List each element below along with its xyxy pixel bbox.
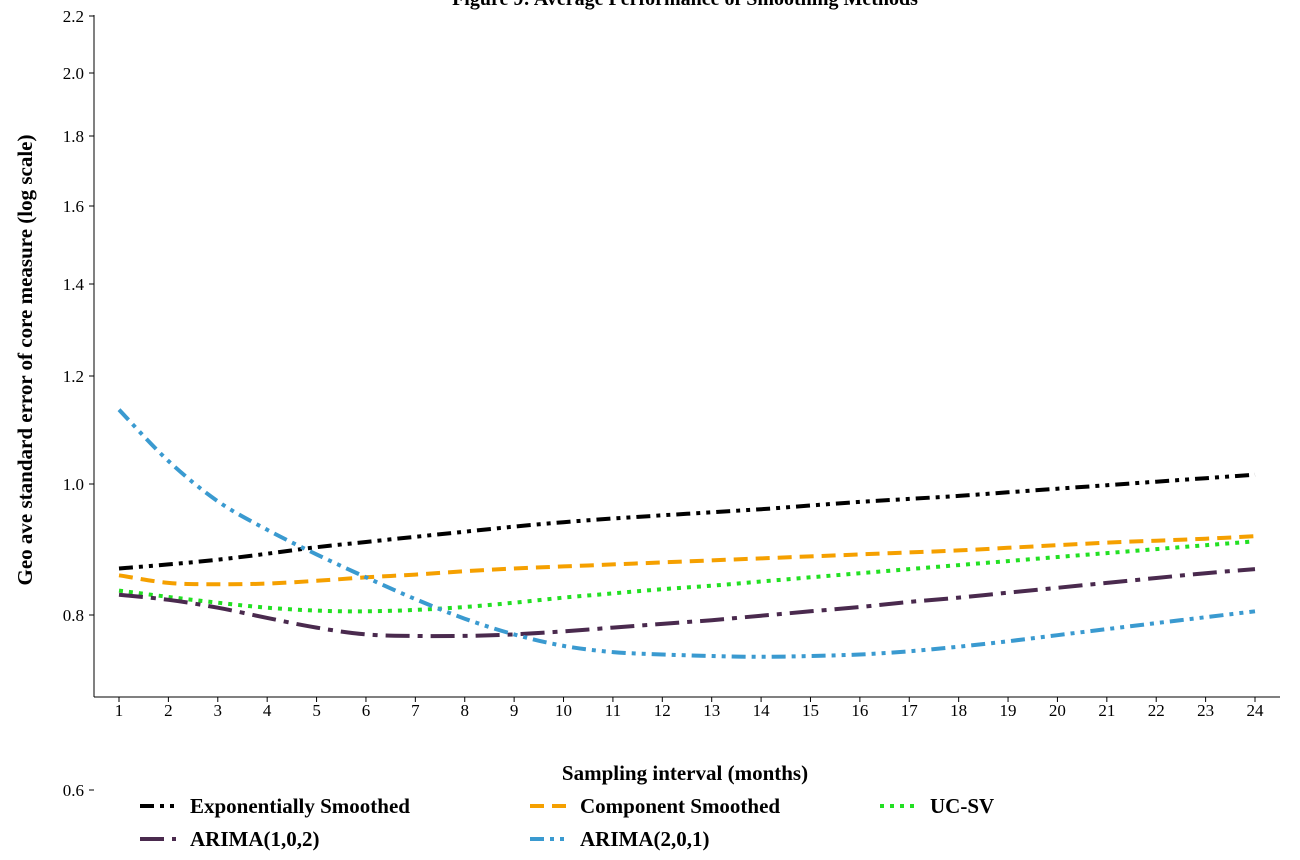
x-tick-label: 22	[1148, 701, 1165, 720]
x-tick-label: 11	[605, 701, 621, 720]
legend-label: ARIMA(1,0,2)	[190, 827, 319, 851]
x-tick-label: 21	[1098, 701, 1115, 720]
x-tick-label: 19	[1000, 701, 1017, 720]
series-line-2	[119, 536, 1255, 584]
legend: Exponentially Smoothed Component Smoothed…	[140, 794, 994, 851]
x-tick-label: 14	[753, 701, 771, 720]
x-tick-label: 24	[1247, 701, 1265, 720]
y-tick-label: 2.0	[63, 64, 84, 83]
x-tick-label: 16	[851, 701, 868, 720]
x-tick-label: 13	[703, 701, 720, 720]
y-tick-label: 1.2	[63, 367, 84, 386]
x-tick-label: 4	[263, 701, 272, 720]
x-tick-label: 15	[802, 701, 819, 720]
x-tick-label: 1	[115, 701, 124, 720]
legend-label: Component Smoothed	[580, 794, 780, 818]
x-tick-label: 7	[411, 701, 420, 720]
x-tick-label: 8	[460, 701, 469, 720]
series-line-1	[119, 475, 1255, 569]
x-tick-label: 3	[214, 701, 223, 720]
x-tick-label: 9	[510, 701, 519, 720]
x-tick-label: 2	[164, 701, 173, 720]
y-tick-label: 1.6	[63, 197, 84, 216]
y-tick-label: 1.0	[63, 475, 84, 494]
x-tick-label: 10	[555, 701, 572, 720]
y-tick-label: 2.2	[63, 7, 84, 26]
x-tick-label: 23	[1197, 701, 1214, 720]
x-tick-label: 18	[950, 701, 967, 720]
y-tick-label: 0.8	[63, 606, 84, 625]
x-ticks: 1 2 3 4 5 6 7 8 9 10 11 12 13 14 15 16 17 18 19 20 21 22 23 24	[115, 697, 1264, 720]
x-axis-label: Sampling interval (months)	[562, 761, 808, 785]
plot-area: 0.60.81.01.21.41.61.82.02.2 1 2 3 4 5 6 7 8 9 10 1…	[63, 7, 1280, 800]
series-line-5	[119, 410, 1255, 657]
legend-label: ARIMA(2,0,1)	[580, 827, 709, 851]
series-line-4	[119, 569, 1255, 636]
y-tick-label: 0.6	[63, 781, 84, 800]
y-tick-label: 1.4	[63, 275, 85, 294]
chart-title: Figure 9: Average Performance of Smoothi…	[452, 0, 918, 10]
series-lines	[119, 410, 1255, 657]
x-tick-label: 20	[1049, 701, 1066, 720]
legend-label: Exponentially Smoothed	[190, 794, 410, 818]
x-tick-label: 12	[654, 701, 671, 720]
y-axis-label: Geo ave standard error of core measure (…	[13, 134, 37, 585]
y-ticks: 0.6 0.8 1.0 1.2 1.4 1.6 1.8 2.0 2.2	[63, 7, 94, 800]
x-tick-label: 6	[362, 701, 371, 720]
y-tick-label: 1.8	[63, 127, 84, 146]
x-tick-label: 17	[901, 701, 919, 720]
legend-label: UC-SV	[930, 794, 994, 818]
x-tick-label: 5	[312, 701, 321, 720]
